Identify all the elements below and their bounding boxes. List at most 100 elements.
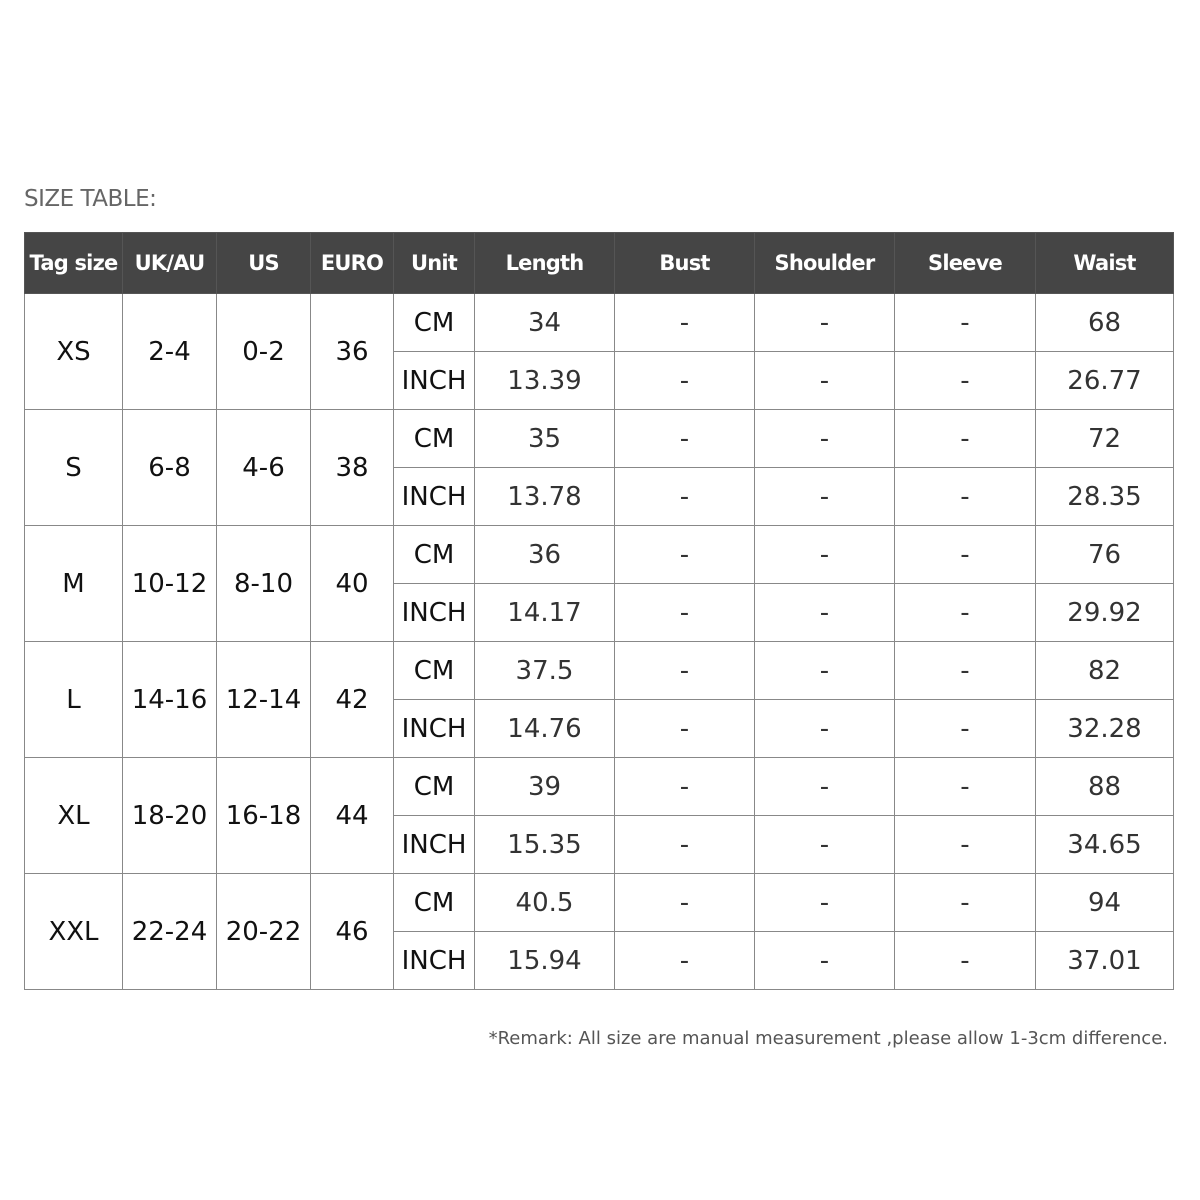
unit-cell: INCH	[393, 699, 475, 758]
unit-cell: CM	[393, 293, 475, 352]
bust-cell: -	[614, 293, 755, 352]
length-cell: 13.39	[474, 351, 615, 410]
tag-size-cell: XL	[24, 757, 123, 874]
remark-note: *Remark: All size are manual measurement…	[488, 1028, 1168, 1049]
shoulder-cell: -	[754, 583, 895, 642]
table-row: L 14-16 12-14 42 CM 37.5- - -82	[24, 641, 1174, 758]
length-cell: 15.35	[474, 815, 615, 874]
waist-cell: 72	[1035, 409, 1174, 468]
tag-size-cell: M	[24, 525, 123, 642]
shoulder-cell: -	[754, 815, 895, 874]
us-cell: 0-2	[216, 293, 311, 410]
length-cell: 35	[474, 409, 615, 468]
unit-cell: INCH	[393, 815, 475, 874]
sleeve-cell: -	[894, 757, 1036, 816]
column-header-shoulder: Shoulder	[754, 232, 895, 294]
bust-cell: -	[614, 525, 755, 584]
shoulder-cell: -	[754, 525, 895, 584]
unit-cell: CM	[393, 641, 475, 700]
column-header-tag-size: Tag size	[24, 232, 123, 294]
table-row: M 10-12 8-10 40 CM 36- - -76	[24, 525, 1174, 642]
us-cell: 20-22	[216, 873, 311, 990]
length-cell: 40.5	[474, 873, 615, 932]
sleeve-cell: -	[894, 931, 1036, 990]
euro-cell: 44	[310, 757, 394, 874]
unit-cell: CM	[393, 409, 475, 468]
euro-cell: 38	[310, 409, 394, 526]
bust-cell: -	[614, 873, 755, 932]
length-cell: 37.5	[474, 641, 615, 700]
us-cell: 16-18	[216, 757, 311, 874]
waist-cell: 94	[1035, 873, 1174, 932]
waist-cell: 88	[1035, 757, 1174, 816]
length-cell: 15.94	[474, 931, 615, 990]
uk-au-cell: 18-20	[122, 757, 217, 874]
tag-size-cell: L	[24, 641, 123, 758]
uk-au-cell: 14-16	[122, 641, 217, 758]
sleeve-cell: -	[894, 293, 1036, 352]
column-header-euro: EURO	[310, 232, 394, 294]
uk-au-cell: 22-24	[122, 873, 217, 990]
uk-au-cell: 2-4	[122, 293, 217, 410]
shoulder-cell: -	[754, 467, 895, 526]
sleeve-cell: -	[894, 583, 1036, 642]
tag-size-cell: XXL	[24, 873, 123, 990]
column-header-bust: Bust	[614, 232, 755, 294]
table-row: INCH 14.76- - -32.28	[25, 699, 1174, 758]
bust-cell: -	[614, 757, 755, 816]
column-header-sleeve: Sleeve	[894, 232, 1036, 294]
waist-cell: 68	[1035, 293, 1174, 352]
shoulder-cell: -	[754, 409, 895, 468]
euro-cell: 46	[310, 873, 394, 990]
shoulder-cell: -	[754, 699, 895, 758]
column-header-length: Length	[474, 232, 615, 294]
bust-cell: -	[614, 931, 755, 990]
uk-au-cell: 6-8	[122, 409, 217, 526]
waist-cell: 34.65	[1035, 815, 1174, 874]
column-header-waist: Waist	[1035, 232, 1174, 294]
sleeve-cell: -	[894, 409, 1036, 468]
table-row: XS 2-4 0-2 36 CM 34- - -68	[24, 293, 1174, 410]
bust-cell: -	[614, 467, 755, 526]
shoulder-cell: -	[754, 931, 895, 990]
length-cell: 13.78	[474, 467, 615, 526]
sleeve-cell: -	[894, 873, 1036, 932]
shoulder-cell: -	[754, 351, 895, 410]
us-cell: 8-10	[216, 525, 311, 642]
unit-cell: INCH	[393, 467, 475, 526]
size-table: Tag size UK/AU US EURO Unit Length Bust Shoulde…	[24, 232, 1174, 990]
table-row: XL 18-20 16-18 44 CM 39- - -88	[24, 757, 1174, 874]
tag-size-cell: S	[24, 409, 123, 526]
column-header-unit: Unit	[393, 232, 475, 294]
table-row: INCH 13.78- - -28.35	[25, 467, 1174, 526]
sleeve-cell: -	[894, 467, 1036, 526]
shoulder-cell: -	[754, 873, 895, 932]
uk-au-cell: 10-12	[122, 525, 217, 642]
length-cell: 39	[474, 757, 615, 816]
table-row: INCH 14.17- - -29.92	[25, 583, 1174, 642]
length-cell: 36	[474, 525, 615, 584]
shoulder-cell: -	[754, 293, 895, 352]
tag-size-cell: XS	[24, 293, 123, 410]
sleeve-cell: -	[894, 641, 1036, 700]
shoulder-cell: -	[754, 757, 895, 816]
length-cell: 34	[474, 293, 615, 352]
us-cell: 4-6	[216, 409, 311, 526]
waist-cell: 32.28	[1035, 699, 1174, 758]
euro-cell: 42	[310, 641, 394, 758]
column-header-us: US	[216, 232, 311, 294]
length-cell: 14.17	[474, 583, 615, 642]
euro-cell: 40	[310, 525, 394, 642]
bust-cell: -	[614, 699, 755, 758]
page-title: SIZE TABLE:	[24, 186, 157, 212]
unit-cell: INCH	[393, 931, 475, 990]
unit-cell: INCH	[393, 583, 475, 642]
bust-cell: -	[614, 351, 755, 410]
length-cell: 14.76	[474, 699, 615, 758]
unit-cell: CM	[393, 873, 475, 932]
table-row: XXL 22-24 20-22 46 CM 40.5- - -94	[24, 873, 1174, 990]
waist-cell: 28.35	[1035, 467, 1174, 526]
table-row: INCH 15.94- - -37.01	[25, 931, 1174, 990]
bust-cell: -	[614, 409, 755, 468]
waist-cell: 76	[1035, 525, 1174, 584]
